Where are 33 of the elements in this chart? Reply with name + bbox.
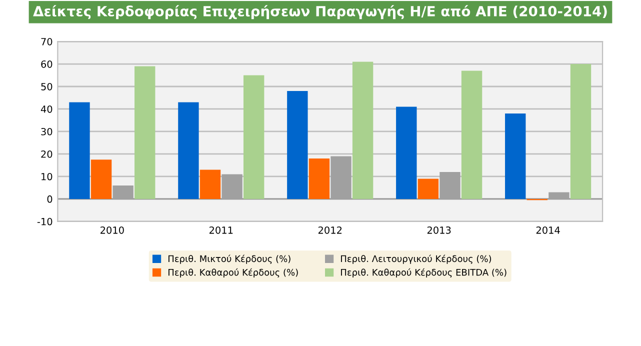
bar [396, 106, 417, 199]
bar [243, 75, 264, 199]
bar [308, 158, 330, 199]
y-tick-label: 20 [41, 150, 52, 158]
x-tick-label: 2013 [427, 226, 451, 234]
bar [505, 113, 526, 199]
x-tick-label: 2011 [209, 226, 233, 234]
y-tick-label: 70 [41, 38, 52, 46]
y-tick-label: 60 [41, 60, 52, 68]
bar [352, 62, 374, 199]
bar [69, 102, 90, 199]
bar [418, 178, 439, 199]
x-tick-label: 2012 [318, 226, 342, 234]
bar [570, 64, 592, 199]
x-tick-label: 2010 [100, 226, 124, 234]
y-tick-label: -10 [37, 218, 52, 226]
legend-label: Περιθ. Καθαρού Κέρδους (%) [168, 268, 298, 278]
bar [90, 160, 112, 199]
bar [287, 91, 308, 199]
bar [178, 102, 199, 199]
bar [461, 70, 482, 199]
chart-title: Δείκτες Κερδοφορίας Επιχειρήσεων Παραγωγής Η/Ε από ΑΠΕ (2010-2014) [33, 5, 607, 20]
y-tick-label: 50 [41, 82, 52, 90]
y-tick-label: 10 [42, 172, 52, 180]
legend-label: Περιθ. Μικτού Κέρδους (%) [168, 254, 290, 264]
legend-label: Περιθ. Λειτουργικού Κέρδους (%) [341, 254, 492, 264]
y-tick-label: 0 [47, 195, 52, 203]
y-tick-label: 40 [40, 105, 52, 113]
x-tick-label: 2014 [536, 226, 560, 234]
legend-label: Περιθ. Καθαρού Κέρδους EBITDA (%) [341, 268, 506, 278]
bar [134, 66, 156, 199]
y-tick-label: 30 [41, 128, 52, 136]
bar [200, 170, 221, 199]
